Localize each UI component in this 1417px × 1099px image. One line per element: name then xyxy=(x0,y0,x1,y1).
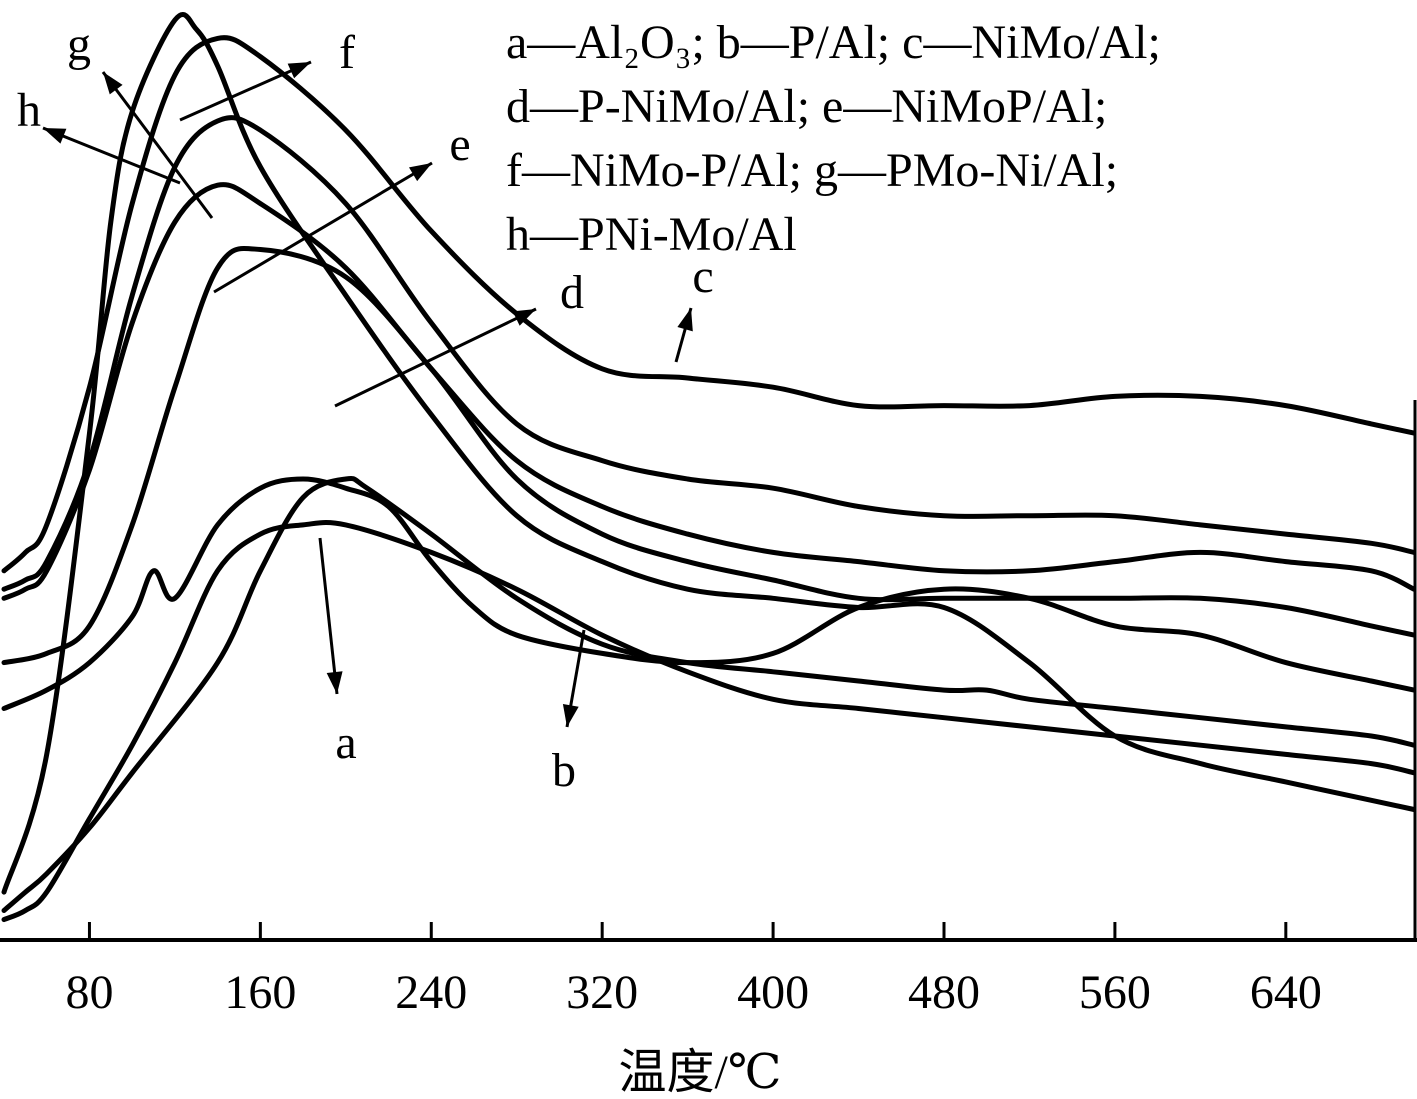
pointer-line-a xyxy=(318,537,339,695)
x-tick-label-80: 80 xyxy=(65,966,113,1019)
pointer-arrowhead-e xyxy=(408,163,432,182)
x-tick-label-400: 400 xyxy=(737,966,809,1019)
pointer-arrowhead-a xyxy=(326,671,343,694)
x-tick-label-240: 240 xyxy=(395,966,467,1019)
pointer-arrowhead-d xyxy=(512,309,536,326)
curve-label-h: h xyxy=(17,84,41,137)
curve-label-layer: a b c d e f gh xyxy=(17,18,714,797)
x-tick-label-160: 160 xyxy=(224,966,296,1019)
x-tick-label-320: 320 xyxy=(566,966,638,1019)
series-line-f xyxy=(1,115,1417,592)
series-line-c xyxy=(1,35,1417,574)
pointer-line-h xyxy=(42,126,181,185)
curve-label-e: e xyxy=(449,118,470,171)
series-line-d xyxy=(1,476,1417,913)
legend: a—Al₂O₃; b—P/Al; c—NiMo/Al; d—P-NiMo/Al; … xyxy=(506,16,1161,261)
series-line-b xyxy=(1,476,1417,711)
pointer-line-d xyxy=(334,307,537,408)
curve-label-d: d xyxy=(560,266,584,319)
x-tick-label-560: 560 xyxy=(1079,966,1151,1019)
pointer-arrowhead-c xyxy=(677,308,693,332)
pointer-arrowhead-b xyxy=(562,703,579,727)
series-line-g xyxy=(1,12,1417,895)
x-tick-label-480: 480 xyxy=(908,966,980,1019)
legend-line-2: d—P-NiMo/Al; e—NiMoP/Al; xyxy=(506,80,1107,133)
pointer-arrowhead-g xyxy=(103,72,123,95)
legend-line-3: f—NiMo-P/Al; g—PMo-Ni/Al; xyxy=(506,144,1118,197)
curve-label-c: c xyxy=(692,250,713,303)
series-line-h xyxy=(1,182,1417,601)
x-tick-label-640: 640 xyxy=(1250,966,1322,1019)
x-axis: 80 160 240 320 400 480 560 640 xyxy=(0,400,1417,1019)
curve-label-g: g xyxy=(67,18,91,71)
series-layer xyxy=(1,12,1417,923)
pointer-line-g xyxy=(101,71,214,219)
curve-label-a: a xyxy=(335,716,356,769)
pointer-line-f xyxy=(179,60,312,122)
series-line-e xyxy=(1,246,1417,666)
pointer-arrowhead-h xyxy=(43,128,67,144)
curve-label-f: f xyxy=(339,26,355,79)
x-axis-title: 温度/℃ xyxy=(618,1046,781,1099)
series-line-a xyxy=(1,519,1417,923)
pointer-line-e xyxy=(213,161,433,294)
legend-line-4: h—PNi-Mo/Al xyxy=(506,208,797,261)
curve-pointer-layer xyxy=(42,60,693,728)
legend-line-1: a—Al₂O₃; b—P/Al; c—NiMo/Al; xyxy=(506,16,1161,69)
pointer-arrowhead-f xyxy=(287,62,311,79)
curve-label-b: b xyxy=(552,744,576,797)
